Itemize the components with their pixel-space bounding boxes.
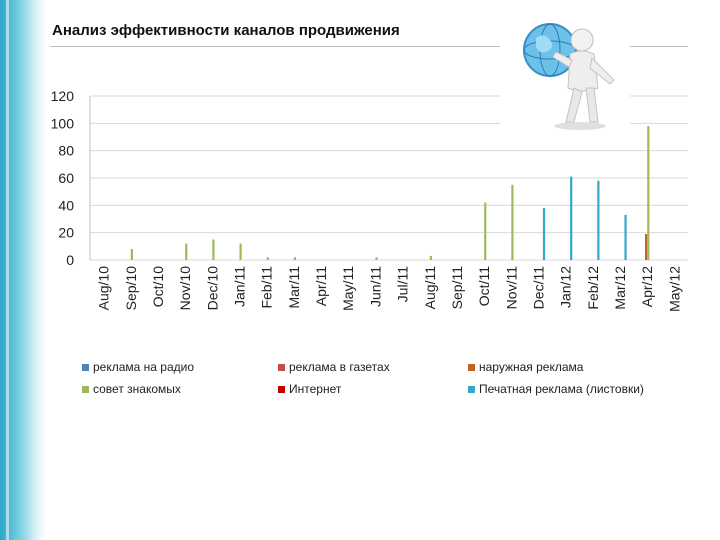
y-tick-label: 40	[58, 197, 74, 213]
legend-swatch	[468, 363, 475, 371]
x-tick-label: May/12	[666, 266, 682, 312]
legend-label: Интернет	[289, 382, 342, 396]
x-tick-label: Nov/10	[177, 266, 193, 311]
x-tick-label: Jul/11	[395, 266, 411, 303]
legend-item: Печатная реклама (листовки)	[468, 382, 644, 396]
x-tick-label: Dec/11	[531, 266, 547, 310]
left-decorative-band	[0, 0, 46, 540]
x-tick-label: Nov/11	[503, 266, 519, 310]
legend-item: наружная реклама	[468, 360, 583, 374]
x-tick-label: Dec/10	[204, 266, 220, 311]
chart-bar	[266, 257, 269, 260]
legend-item: Интернет	[278, 382, 341, 396]
chart-bar	[645, 234, 648, 260]
chart-bar	[375, 257, 378, 260]
chart-bar	[429, 255, 432, 260]
person-with-globe-icon	[500, 10, 630, 135]
legend-item: реклама на радио	[82, 360, 194, 374]
legend-swatch	[82, 385, 89, 393]
legend-label: Печатная реклама (листовки)	[479, 382, 644, 396]
legend-item: реклама в газетах	[278, 360, 390, 374]
chart-bar	[239, 243, 242, 260]
title-divider	[50, 46, 688, 47]
x-tick-label: Sep/10	[123, 266, 139, 311]
x-tick-label: Feb/11	[259, 266, 275, 309]
legend-label: совет знакомых	[93, 382, 181, 396]
x-tick-label: Jan/11	[232, 266, 248, 307]
legend-swatch	[278, 385, 285, 393]
chart-bar	[130, 249, 133, 260]
x-tick-label: Aug/10	[96, 266, 112, 311]
x-tick-label: Apr/11	[313, 266, 329, 306]
legend-swatch	[278, 363, 285, 371]
y-tick-label: 120	[51, 88, 75, 104]
legend-swatch	[468, 385, 475, 393]
x-tick-label: Oct/11	[476, 266, 492, 306]
x-tick-label: Apr/12	[639, 266, 655, 307]
x-tick-label: Jun/11	[367, 266, 383, 307]
legend-swatch	[82, 363, 89, 371]
chart-bar	[484, 202, 487, 260]
legend-label: реклама на радио	[93, 360, 195, 374]
chart-bar	[542, 208, 546, 260]
chart-bar	[212, 239, 215, 260]
chart-bar	[624, 214, 627, 260]
x-tick-label: Oct/10	[150, 266, 166, 307]
chart-bar	[647, 126, 650, 260]
x-tick-label: Sep/11	[449, 266, 465, 310]
y-tick-label: 100	[51, 115, 75, 131]
chart-bar	[293, 257, 297, 260]
chart-bar	[511, 184, 514, 260]
y-tick-label: 60	[58, 170, 74, 186]
x-tick-label: Jan/12	[558, 266, 574, 308]
x-tick-label: May/11	[340, 266, 356, 311]
chart-bar	[570, 176, 573, 260]
y-tick-label: 0	[66, 252, 74, 268]
slide-title: Анализ эффективности каналов продвижения	[52, 22, 400, 39]
x-tick-label: Aug/11	[422, 266, 438, 310]
legend-item: совет знакомых	[82, 382, 181, 396]
chart-bar	[597, 180, 600, 260]
x-tick-label: Mar/12	[612, 266, 628, 310]
chart-bar	[185, 243, 188, 260]
legend-label: наружная реклама	[479, 360, 584, 374]
y-tick-label: 80	[58, 143, 74, 159]
y-tick-label: 20	[58, 225, 74, 241]
x-tick-label: Mar/11	[286, 266, 302, 309]
x-tick-label: Feb/12	[585, 266, 601, 310]
legend-label: реклама в газетах	[289, 360, 390, 374]
